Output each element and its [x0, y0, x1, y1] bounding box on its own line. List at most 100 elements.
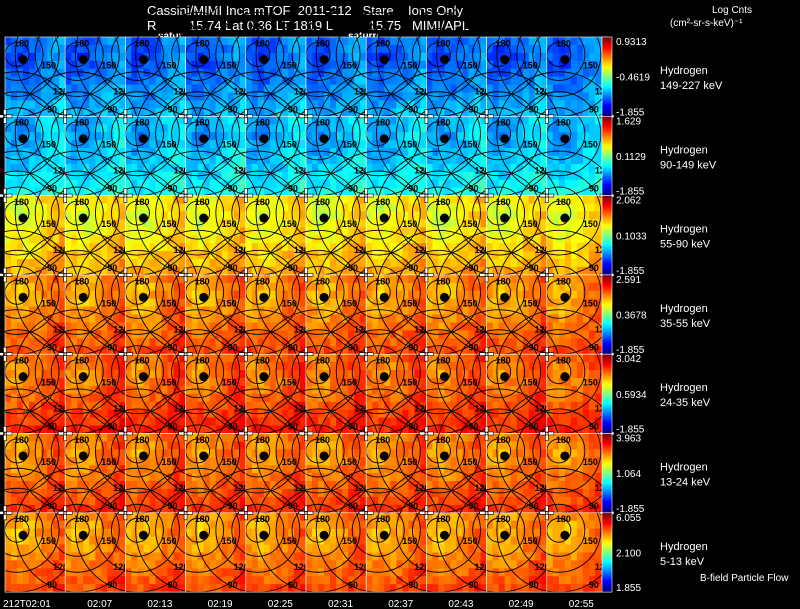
- heatmap-cell: [191, 298, 198, 307]
- heatmap-cell: [318, 116, 325, 125]
- heatmap-cell: [330, 298, 337, 307]
- heatmap-cell: [71, 259, 78, 268]
- heatmap-cell: [215, 354, 223, 363]
- heatmap-cell: [41, 243, 48, 252]
- heatmap-cell: [426, 132, 433, 141]
- contour-label: 150: [161, 140, 176, 150]
- heatmap-cell: [558, 227, 566, 236]
- heatmap-cell: [167, 409, 174, 418]
- heatmap-cell: [275, 68, 283, 77]
- heatmap-cell: [480, 274, 487, 284]
- heatmap-cell: [281, 187, 289, 196]
- heatmap-cell: [65, 187, 72, 196]
- heatmap-cell: [71, 235, 78, 244]
- heatmap-cell: [420, 203, 427, 212]
- heatmap-cell: [77, 116, 84, 125]
- heatmap-cell: [360, 259, 367, 268]
- heatmap-cell: [125, 37, 132, 46]
- heatmap-cell: [342, 219, 349, 228]
- contour-label: 120: [234, 245, 249, 255]
- heatmap-cell: [540, 163, 548, 173]
- heatmap-cell: [143, 187, 150, 196]
- heatmap-cell: [209, 298, 216, 307]
- heatmap-cell: [227, 44, 235, 54]
- heatmap-cell: [552, 116, 560, 125]
- heatmap-cell: [125, 211, 132, 220]
- heatmap-cell: [534, 171, 542, 181]
- heatmap-cell: [131, 425, 138, 434]
- heatmap-cell: [263, 148, 271, 157]
- heatmap-cell: [462, 187, 469, 196]
- heatmap-cell: [558, 235, 566, 244]
- heatmap-cell: [366, 338, 373, 347]
- heatmap-cell: [95, 100, 102, 109]
- heatmap-cell: [318, 124, 325, 133]
- heatmap-cell: [420, 148, 427, 157]
- heatmap-cell: [155, 330, 162, 339]
- heatmap-cell: [312, 235, 319, 244]
- heatmap-cell: [366, 266, 373, 276]
- heatmap-cell: [588, 132, 596, 141]
- heatmap-cell: [342, 163, 349, 173]
- heatmap-cell: [342, 298, 349, 307]
- heatmap-cell: [378, 140, 385, 149]
- heatmap-cell: [438, 148, 445, 157]
- heatmap-cell: [101, 290, 108, 299]
- heatmap-cell: [468, 259, 475, 268]
- heatmap-cell: [576, 314, 584, 323]
- heatmap-cell: [107, 84, 114, 93]
- heatmap-cell: [119, 195, 126, 204]
- heatmap-cell: [185, 417, 192, 426]
- heatmap-cell: [215, 171, 223, 181]
- heatmap-cell: [402, 259, 409, 268]
- contour-label: 90: [228, 263, 238, 273]
- contour-label: 90: [468, 104, 478, 114]
- heatmap-cell: [95, 370, 102, 379]
- heatmap-cell: [65, 330, 72, 339]
- heatmap-cell: [522, 266, 530, 276]
- heatmap-cell: [432, 274, 439, 284]
- heatmap-cell: [95, 409, 102, 418]
- heatmap-cell: [29, 393, 36, 403]
- heatmap-cell: [384, 330, 391, 339]
- heatmap-cell: [324, 76, 331, 85]
- heatmap-cell: [113, 37, 120, 46]
- heatmap-cell: [155, 282, 162, 292]
- heatmap-cell: [203, 346, 210, 355]
- heatmap-cell: [125, 44, 132, 54]
- heatmap-cell: [119, 68, 126, 77]
- heatmap-cell: [209, 116, 216, 125]
- heatmap-cell: [161, 100, 168, 109]
- heatmap-cell: [233, 37, 241, 46]
- heatmap-cell: [143, 251, 150, 260]
- heatmap-cell: [492, 108, 499, 117]
- heatmap-cell: [492, 338, 499, 347]
- heatmap-cell: [546, 290, 554, 299]
- heatmap-cell: [53, 155, 60, 165]
- heatmap-cell: [53, 84, 60, 93]
- heatmap-cell: [360, 155, 367, 165]
- heatmap-cell: [540, 290, 548, 299]
- heatmap-cell: [384, 282, 391, 292]
- heatmap-cell: [137, 306, 144, 315]
- heatmap-cell: [263, 425, 271, 434]
- heatmap-cell: [233, 211, 241, 220]
- heatmap-cell: [510, 290, 517, 299]
- heatmap-cell: [293, 187, 301, 196]
- heatmap-cell: [420, 140, 427, 149]
- heatmap-cell: [53, 346, 60, 355]
- heatmap-cell: [41, 298, 48, 307]
- heatmap-cell: [209, 393, 216, 403]
- heatmap-cell: [89, 52, 96, 62]
- heatmap-cell: [251, 338, 259, 347]
- heatmap-cell: [101, 385, 108, 395]
- heatmap-cell: [11, 108, 18, 117]
- heatmap-cell: [77, 282, 84, 292]
- heatmap-cell: [486, 219, 493, 228]
- contour-label: 180: [435, 38, 450, 48]
- heatmap-cell: [498, 314, 505, 323]
- heatmap-cell: [552, 290, 560, 299]
- heatmap-cell: [269, 314, 277, 323]
- heatmap-cell: [354, 100, 361, 109]
- heatmap-cell: [119, 203, 126, 212]
